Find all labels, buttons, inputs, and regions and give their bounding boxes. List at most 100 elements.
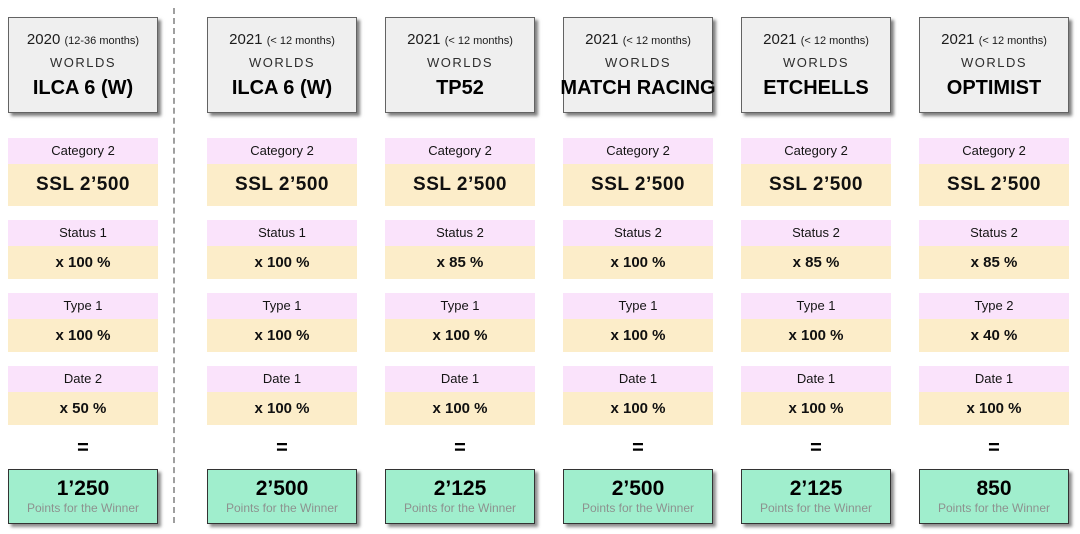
type-block: Type 1 x 100 % — [207, 279, 357, 352]
equals-sign: = — [810, 437, 822, 459]
result-card: 2’125 Points for the Winner — [385, 469, 535, 524]
type-block: Type 1 x 100 % — [563, 279, 713, 352]
type-value-box: x 100 % — [8, 319, 158, 352]
date-label-box: Date 1 — [563, 366, 713, 392]
type-label-box: Type 1 — [207, 293, 357, 319]
event-level: WORLDS — [604, 54, 672, 70]
result-points: 2’125 — [789, 477, 843, 500]
category-value-box: SSL 2’500 — [385, 164, 535, 206]
status-value-box: x 85 % — [385, 246, 535, 279]
event-recency-period: (< 12 months) — [622, 34, 691, 47]
date-block: Date 1 x 100 % — [207, 352, 357, 425]
event-points-column: 2021 (< 12 months) WORLDS OPTIMIST Categ… — [919, 0, 1069, 524]
result-card: 850 Points for the Winner — [919, 469, 1069, 524]
result-caption: Points for the Winner — [937, 501, 1051, 515]
event-recency-period: (< 12 months) — [978, 34, 1047, 47]
event-header-card: 2021 (< 12 months) WORLDS MATCH RACING — [560, 17, 716, 113]
result-points: 2’125 — [433, 477, 487, 500]
status-label-box: Status 2 — [563, 220, 713, 246]
date-label-box: Date 2 — [8, 366, 158, 392]
event-name: ILCA 6 (W) — [231, 76, 333, 99]
status-value-box: x 100 % — [8, 246, 158, 279]
event-level: WORLDS — [248, 54, 316, 70]
date-block: Date 1 x 100 % — [385, 352, 535, 425]
event-year: 2021 — [229, 30, 263, 48]
type-value-box: x 40 % — [919, 319, 1069, 352]
type-label-box: Type 1 — [8, 293, 158, 319]
event-name: MATCH RACING — [560, 76, 716, 99]
event-year-line: 2021 (< 12 months) — [585, 31, 691, 48]
result-caption: Points for the Winner — [759, 501, 873, 515]
status-label-box: Status 1 — [207, 220, 357, 246]
event-name: ETCHELLS — [763, 76, 869, 99]
event-year-line: 2021 (< 12 months) — [941, 31, 1047, 48]
category-value-box: SSL 2’500 — [919, 164, 1069, 206]
category-block: Category 2 SSL 2’500 — [207, 113, 357, 206]
event-year: 2021 — [407, 30, 441, 48]
result-caption: Points for the Winner — [225, 501, 339, 515]
type-block: Type 1 x 100 % — [741, 279, 891, 352]
result-card: 2’500 Points for the Winner — [563, 469, 713, 524]
event-level: WORLDS — [782, 54, 850, 70]
equals-sign: = — [454, 437, 466, 459]
result-card: 2’125 Points for the Winner — [741, 469, 891, 524]
type-value-box: x 100 % — [385, 319, 535, 352]
category-label-box: Category 2 — [8, 138, 158, 164]
category-label-box: Category 2 — [919, 138, 1069, 164]
date-block: Date 1 x 100 % — [741, 352, 891, 425]
event-level: WORLDS — [960, 54, 1028, 70]
event-header-card: 2021 (< 12 months) WORLDS TP52 — [385, 17, 535, 113]
date-value-box: x 100 % — [207, 392, 357, 425]
equals-sign: = — [988, 437, 1000, 459]
status-value-box: x 85 % — [741, 246, 891, 279]
date-block: Date 1 x 100 % — [919, 352, 1069, 425]
date-block: Date 1 x 100 % — [563, 352, 713, 425]
result-points: 1’250 — [56, 477, 110, 500]
category-value-box: SSL 2’500 — [8, 164, 158, 206]
event-year-line: 2021 (< 12 months) — [407, 31, 513, 48]
category-label-box: Category 2 — [563, 138, 713, 164]
category-block: Category 2 SSL 2’500 — [8, 113, 158, 206]
event-level: WORLDS — [49, 54, 117, 70]
status-value-box: x 100 % — [563, 246, 713, 279]
result-points: 2’500 — [611, 477, 665, 500]
status-label-box: Status 2 — [741, 220, 891, 246]
result-card: 1’250 Points for the Winner — [8, 469, 158, 524]
event-header-card: 2021 (< 12 months) WORLDS ETCHELLS — [741, 17, 891, 113]
result-points: 850 — [976, 477, 1012, 500]
status-label-box: Status 2 — [919, 220, 1069, 246]
event-header-card: 2021 (< 12 months) WORLDS ILCA 6 (W) — [207, 17, 357, 113]
date-value-box: x 100 % — [385, 392, 535, 425]
status-block: Status 2 x 85 % — [741, 206, 891, 279]
event-name: OPTIMIST — [946, 76, 1042, 99]
result-caption: Points for the Winner — [581, 501, 695, 515]
type-label-box: Type 1 — [563, 293, 713, 319]
event-recency-period: (< 12 months) — [800, 34, 869, 47]
year-divider-dashed-line — [173, 8, 175, 523]
category-label-box: Category 2 — [741, 138, 891, 164]
date-value-box: x 100 % — [563, 392, 713, 425]
event-year: 2020 — [26, 30, 61, 48]
date-label-box: Date 1 — [207, 366, 357, 392]
category-value-box: SSL 2’500 — [741, 164, 891, 206]
event-points-column: 2021 (< 12 months) WORLDS MATCH RACING C… — [560, 0, 716, 524]
status-block: Status 2 x 85 % — [919, 206, 1069, 279]
type-label-box: Type 2 — [919, 293, 1069, 319]
date-value-box: x 50 % — [8, 392, 158, 425]
event-year-line: 2021 (< 12 months) — [763, 31, 869, 48]
event-points-column: 2021 (< 12 months) WORLDS TP52 Category … — [385, 0, 535, 524]
date-value-box: x 100 % — [741, 392, 891, 425]
event-recency-period: (12-36 months) — [64, 34, 140, 47]
date-label-box: Date 1 — [741, 366, 891, 392]
event-year: 2021 — [585, 30, 619, 48]
category-block: Category 2 SSL 2’500 — [919, 113, 1069, 206]
result-card: 2’500 Points for the Winner — [207, 469, 357, 524]
equals-sign: = — [276, 437, 288, 459]
event-recency-period: (< 12 months) — [444, 34, 513, 47]
equals-sign: = — [77, 437, 89, 459]
event-recency-period: (< 12 months) — [266, 34, 335, 47]
event-year-line: 2020 (12-36 months) — [27, 31, 139, 48]
date-value-box: x 100 % — [919, 392, 1069, 425]
